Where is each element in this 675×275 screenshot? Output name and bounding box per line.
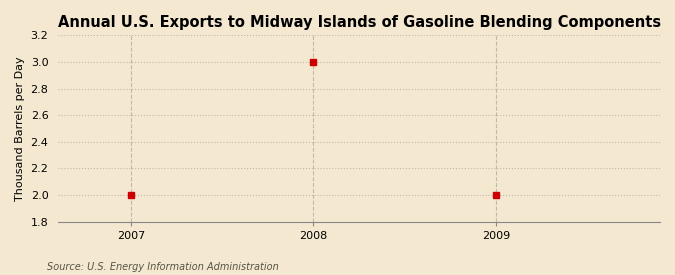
Title: Annual U.S. Exports to Midway Islands of Gasoline Blending Components: Annual U.S. Exports to Midway Islands of… (57, 15, 661, 30)
Y-axis label: Thousand Barrels per Day: Thousand Barrels per Day (15, 56, 25, 201)
Text: Source: U.S. Energy Information Administration: Source: U.S. Energy Information Administ… (47, 262, 279, 272)
